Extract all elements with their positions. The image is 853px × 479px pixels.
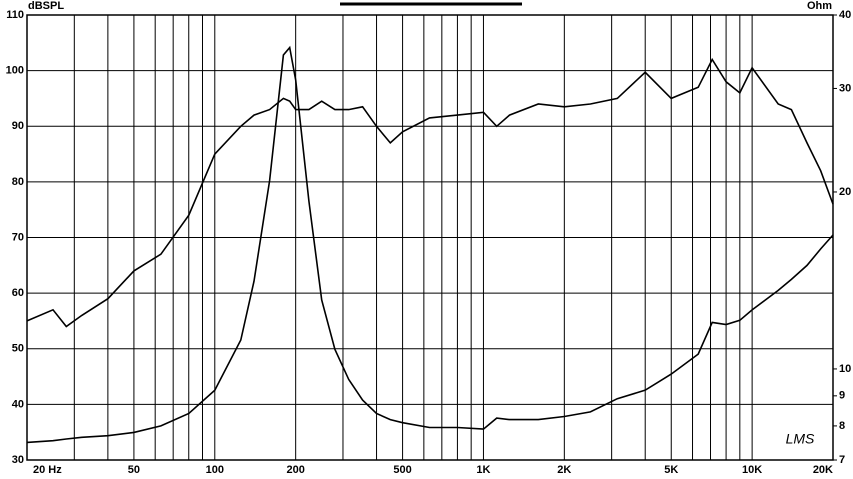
y-tick-label: 90 <box>12 120 24 132</box>
y-tick-label: 110 <box>6 9 24 21</box>
y2-tick-label: 9 <box>839 390 845 402</box>
y-tick-label: 60 <box>12 287 24 299</box>
series-line <box>26 57 834 328</box>
y-tick-label: 80 <box>12 176 24 188</box>
x-tick-label: 2K <box>557 464 571 476</box>
y-tick-label: 70 <box>12 231 24 243</box>
y2-tick-label: 20 <box>839 186 851 198</box>
x-tick-label: 20K <box>813 464 833 476</box>
x-tick-label: 5K <box>664 464 678 476</box>
y-axis-label: dBSPL <box>28 0 64 12</box>
y-tick-label: 40 <box>12 398 24 410</box>
x-tick-label: 1K <box>476 464 490 476</box>
y-tick-label: 100 <box>6 65 24 77</box>
annotation: LMS <box>786 431 815 447</box>
series-line <box>26 45 834 444</box>
x-tick-label: 100 <box>206 464 224 476</box>
y2-tick-label: 30 <box>839 82 851 94</box>
x-tick-label: 500 <box>393 464 411 476</box>
y2-tick-label: 40 <box>839 9 851 21</box>
y2-tick-label: 8 <box>839 420 845 432</box>
y2-axis-label: Ohm <box>807 0 832 12</box>
y2-tick-label: 7 <box>839 454 845 466</box>
x-tick-label: 50 <box>128 464 140 476</box>
x-tick-label: 20 Hz <box>33 464 62 476</box>
y-tick-label: 30 <box>12 454 24 466</box>
y-tick-label: 50 <box>12 343 24 355</box>
x-tick-label: 10K <box>742 464 762 476</box>
x-tick-label: 200 <box>286 464 304 476</box>
y2-tick-label: 10 <box>839 363 851 375</box>
